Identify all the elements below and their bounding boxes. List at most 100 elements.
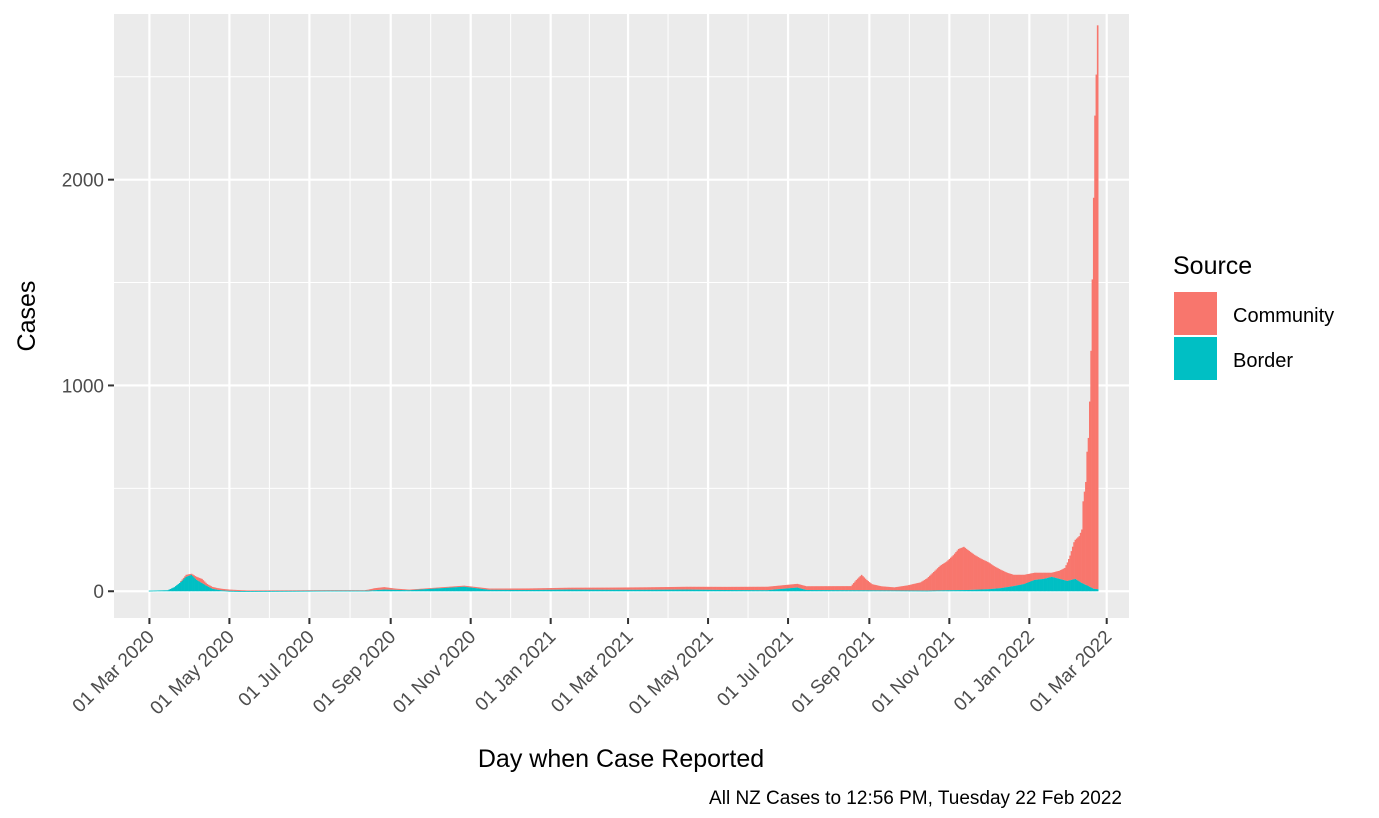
- bar-community: [1065, 565, 1068, 581]
- bar-border: [188, 575, 190, 592]
- bar-community: [455, 586, 458, 588]
- bar-community: [1070, 551, 1073, 580]
- bar-community: [974, 555, 977, 590]
- bar-border: [269, 590, 272, 592]
- bar-border: [586, 589, 589, 592]
- bar-community: [228, 589, 231, 591]
- bar-community: [666, 587, 669, 590]
- bar-border: [990, 588, 993, 592]
- bar-border: [556, 589, 559, 592]
- bar-community: [422, 588, 425, 590]
- bar-community: [568, 587, 571, 590]
- bar-border: [940, 590, 943, 592]
- bar-border: [509, 589, 511, 592]
- bar-border: [1043, 578, 1045, 592]
- bar-border: [837, 590, 839, 592]
- bar-community: [180, 580, 182, 582]
- bar-border: [531, 589, 534, 592]
- bar-border: [750, 590, 753, 592]
- bar-community: [657, 587, 660, 590]
- bar-community: [298, 590, 300, 592]
- bar-border: [289, 590, 291, 592]
- bar-border: [689, 589, 691, 592]
- bar-border: [153, 590, 156, 592]
- bar-community: [425, 588, 428, 590]
- bar-community: [1028, 573, 1031, 582]
- bar-border: [366, 590, 369, 592]
- bar-community: [890, 587, 893, 591]
- bar-border: [639, 589, 641, 592]
- bar-border: [929, 590, 931, 592]
- bar-border: [302, 590, 304, 592]
- bar-border: [215, 589, 218, 592]
- bar-border: [590, 589, 593, 592]
- bar-border: [797, 587, 800, 592]
- bar-border: [855, 590, 858, 592]
- bar-border: [357, 590, 359, 592]
- bar-community: [329, 590, 332, 591]
- bar-border: [598, 589, 601, 592]
- bar-community: [826, 586, 829, 591]
- bar-community: [260, 590, 262, 592]
- bar-community: [877, 585, 880, 591]
- bar-community: [526, 588, 529, 591]
- bar-border: [664, 589, 666, 592]
- bar-border: [746, 590, 749, 592]
- bar-border: [390, 589, 392, 592]
- bar-community: [749, 586, 751, 591]
- bar-community: [1009, 573, 1011, 587]
- bar-border: [814, 590, 817, 592]
- bar-border: [1082, 583, 1085, 592]
- bar-border: [884, 590, 887, 592]
- bar-border: [341, 590, 344, 592]
- bar-community: [818, 586, 821, 591]
- bar-community: [565, 587, 568, 590]
- bar-community: [771, 586, 774, 590]
- bar-border: [935, 590, 938, 592]
- bar-border: [324, 590, 327, 592]
- bar-community: [546, 588, 548, 590]
- bar-border: [793, 587, 796, 592]
- bar-border: [251, 591, 253, 592]
- bar-community: [550, 588, 552, 590]
- bar-border: [152, 590, 155, 592]
- bar-community: [922, 580, 925, 591]
- bar-border: [584, 589, 586, 592]
- bar-community: [686, 586, 689, 590]
- bar-border: [982, 589, 985, 592]
- bar-community: [1015, 574, 1018, 586]
- bar-community: [294, 590, 296, 592]
- bar-community: [1054, 571, 1057, 578]
- bar-community: [1047, 572, 1049, 578]
- bar-border: [636, 589, 639, 592]
- bar-community: [696, 586, 699, 590]
- bar-community: [817, 586, 820, 591]
- bar-border: [730, 590, 733, 592]
- bars: [148, 25, 1099, 592]
- bar-border: [480, 588, 483, 592]
- bar-border: [532, 589, 535, 592]
- bar-community: [506, 588, 509, 590]
- bar-community: [189, 574, 192, 576]
- bar-community: [932, 571, 935, 591]
- bar-community: [584, 587, 586, 590]
- bar-community: [623, 587, 626, 590]
- bar-community: [459, 585, 462, 587]
- bar-border: [182, 579, 185, 592]
- bar-community: [303, 590, 306, 592]
- bar-border: [854, 590, 856, 592]
- bar-border: [1033, 579, 1036, 592]
- bar-community: [810, 586, 813, 591]
- bar-border: [749, 590, 751, 592]
- bar-border: [890, 590, 893, 592]
- bar-community: [866, 580, 868, 591]
- bar-border: [939, 590, 942, 592]
- bar-community: [850, 586, 852, 591]
- bar-border: [223, 590, 226, 592]
- bar-community: [399, 588, 401, 590]
- bar-community: [940, 564, 943, 591]
- bar-border: [729, 590, 732, 592]
- bar-border: [266, 590, 269, 592]
- bar-border: [846, 590, 849, 592]
